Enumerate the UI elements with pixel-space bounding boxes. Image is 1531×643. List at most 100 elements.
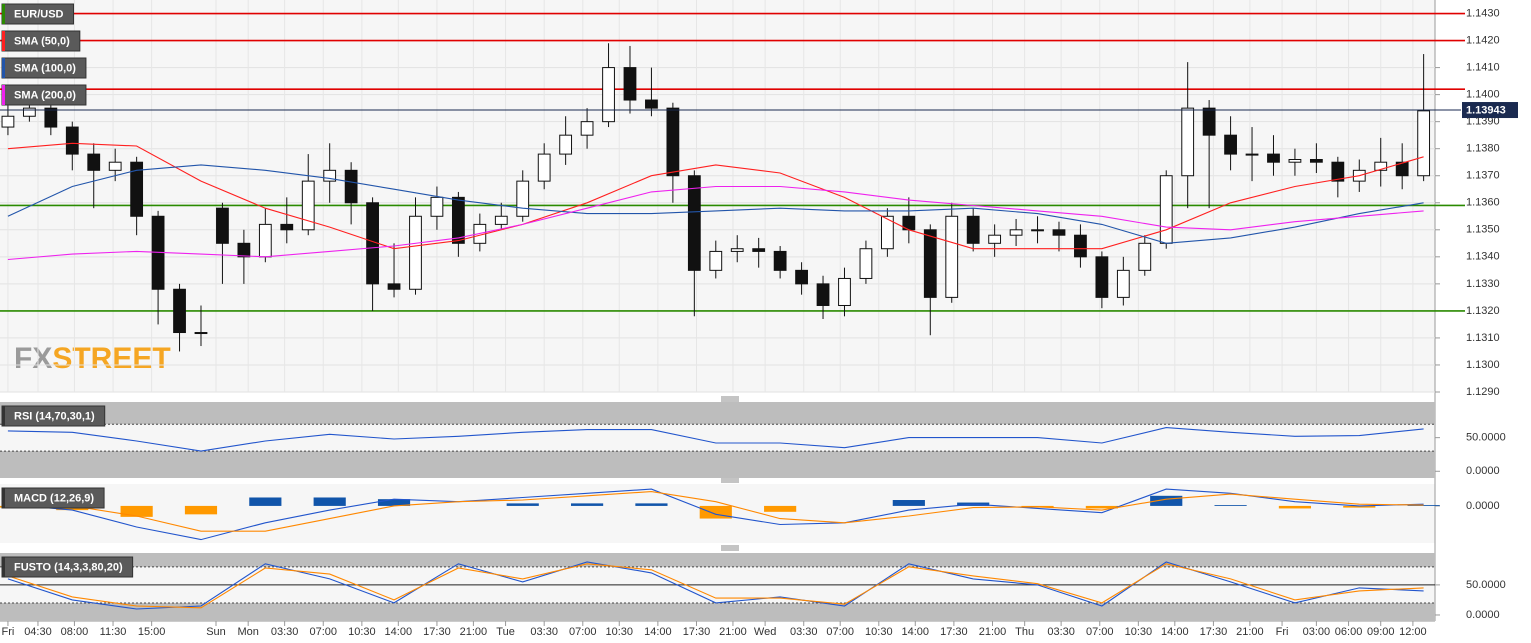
candle-body: [645, 99, 658, 109]
candle-body: [108, 161, 122, 171]
candle-body: [880, 215, 894, 250]
y-tick-label: 1.1290: [1466, 386, 1500, 398]
x-tick-label: 15:00: [138, 626, 166, 638]
candle-body: [323, 169, 337, 182]
candle-body: [216, 207, 229, 244]
x-tick-label: 07:00: [309, 626, 337, 638]
x-tick-label: 10:30: [605, 626, 633, 638]
legend-text: RSI (14,70,30,1): [14, 410, 95, 422]
candle-body: [1288, 159, 1302, 163]
series-line: [7, 563, 1424, 609]
candle-body: [1202, 107, 1216, 136]
candle-body: [173, 288, 186, 334]
candle-body: [87, 153, 101, 171]
price-panel-bg: [0, 0, 1435, 392]
x-tick-label: 08:00: [61, 626, 89, 638]
candle-body: [22, 107, 36, 117]
x-tick-label: 14:00: [902, 626, 930, 638]
histogram-bar: [249, 497, 282, 506]
y-tick-label: 0.0000: [1466, 609, 1500, 621]
candle-body: [280, 223, 294, 231]
histogram-bar: [1407, 505, 1440, 506]
candle-body: [1181, 107, 1195, 177]
x-tick-label: 14:00: [644, 626, 672, 638]
watermark-part: STREET: [52, 342, 170, 375]
legend-swatch: [2, 488, 5, 508]
x-tick-label: 17:30: [683, 626, 711, 638]
x-tick-label: 07:00: [569, 626, 597, 638]
candle-body: [1009, 229, 1023, 236]
histogram-bar: [184, 505, 218, 515]
candle-body: [1116, 269, 1130, 298]
histogram-bar: [1150, 495, 1183, 506]
x-tick-label: 03:30: [271, 626, 299, 638]
band-lower: [0, 602, 1435, 621]
y-tick-label: 1.1310: [1466, 332, 1500, 344]
candle-body: [430, 196, 444, 217]
x-tick-label: 17:30: [940, 626, 968, 638]
histogram-bar: [1085, 505, 1118, 509]
x-tick-label: 10:30: [1125, 626, 1153, 638]
series-line: [7, 427, 1424, 452]
x-tick-label: 06:00: [1335, 626, 1363, 638]
candle-body: [1245, 153, 1259, 156]
candle-body: [859, 248, 873, 279]
series-line: [7, 142, 1424, 250]
candle-body: [709, 250, 723, 271]
series-line: [7, 488, 1424, 541]
y-tick-label: 1.1420: [1466, 34, 1500, 46]
legend-swatch: [2, 58, 5, 78]
x-tick-label: 10:30: [348, 626, 376, 638]
x-tick-label: 14:00: [1161, 626, 1189, 638]
y-tick-label: 1.1300: [1466, 359, 1500, 371]
legend-text: EUR/USD: [14, 8, 64, 20]
candle-body: [409, 215, 422, 290]
candle-body: [516, 180, 530, 217]
x-tick-label: 03:30: [530, 626, 558, 638]
x-tick-label: 10:30: [865, 626, 893, 638]
candle-body: [1224, 134, 1237, 155]
histogram-bar: [892, 500, 925, 506]
histogram-bar: [506, 503, 539, 506]
candle-body: [1074, 234, 1087, 258]
legend-swatch: [2, 85, 5, 105]
x-tick-label: 09:00: [1367, 626, 1395, 638]
candle-body: [1417, 110, 1431, 177]
legend-text: SMA (50,0): [14, 35, 70, 47]
legend-text: SMA (200,0): [14, 89, 76, 101]
histogram-bar: [699, 505, 732, 519]
x-tick-label: Tue: [496, 626, 515, 638]
candle-body: [1309, 159, 1323, 163]
candle-body: [301, 180, 315, 231]
candle-body: [1052, 229, 1066, 236]
histogram-bar: [570, 503, 604, 506]
candle-body: [237, 242, 251, 258]
legend-text: MACD (12,26,9): [14, 492, 94, 504]
candle-body: [923, 229, 937, 298]
band-lower: [0, 451, 1435, 478]
y-tick-label: 1.1320: [1466, 305, 1500, 317]
candle-body: [1095, 256, 1109, 298]
candle-body: [816, 283, 830, 306]
candle-body: [1159, 175, 1173, 244]
watermark: FXSTREET: [14, 342, 171, 375]
legend-swatch: [2, 4, 5, 24]
candle-body: [258, 223, 272, 258]
x-tick-label: 03:30: [790, 626, 818, 638]
candle-body: [65, 126, 79, 155]
y-tick-label: 0.0000: [1466, 465, 1500, 477]
grid-layer: [0, 0, 1440, 626]
histogram-bar: [313, 497, 346, 506]
candle-body: [44, 107, 58, 128]
x-tick-label: 07:00: [1086, 626, 1114, 638]
series-line: [7, 164, 1424, 244]
legend-swatch: [2, 557, 5, 577]
y-tick-label: 0.0000: [1466, 500, 1500, 512]
candle-body: [773, 250, 787, 271]
histogram-bar: [635, 503, 668, 506]
x-tick-label: 12:00: [1399, 626, 1427, 638]
series-line: [7, 185, 1424, 261]
candle-body: [752, 248, 766, 252]
y-tick-label: 1.1360: [1466, 197, 1500, 209]
